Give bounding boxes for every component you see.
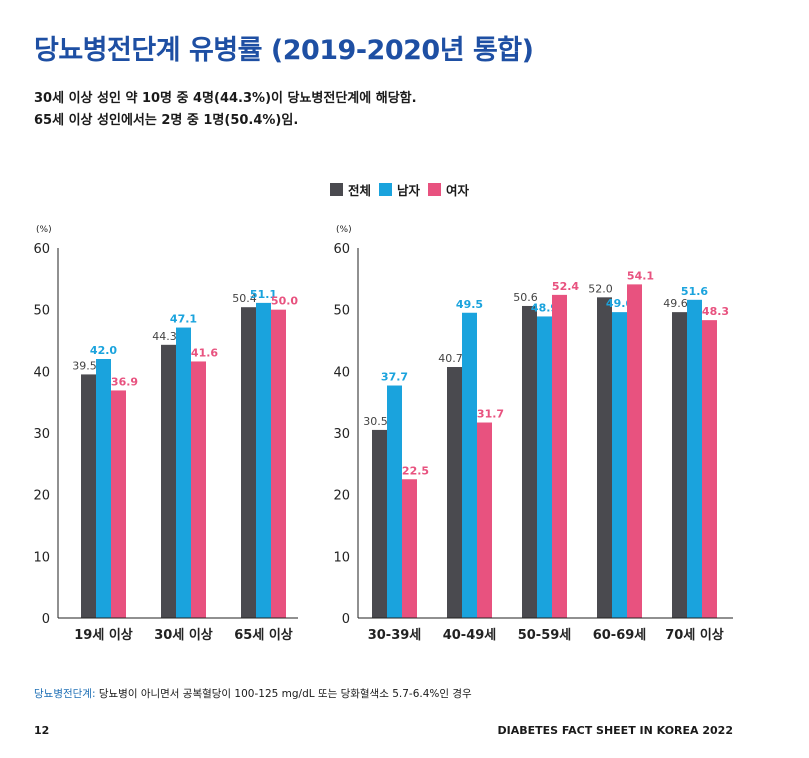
data-label: 47.1 xyxy=(170,313,197,326)
bar xyxy=(627,284,642,618)
page-number: 12 xyxy=(34,724,50,737)
bar-charts: (%) 0 10 20 30 40 50 60 39.5 42.0 36.9 19세 이상 44.3 47… xyxy=(33,225,733,643)
y-tick-label: 0 xyxy=(342,612,350,627)
x-tick-label: 70세 이상 xyxy=(665,627,724,643)
bar xyxy=(176,327,191,618)
bar xyxy=(241,307,256,618)
y-tick-label: 60 xyxy=(33,242,50,257)
bar xyxy=(271,309,286,618)
data-label: 48.9 xyxy=(531,301,558,314)
data-label: 49.6 xyxy=(606,297,633,310)
chart-legend: 전체 남자 여자 xyxy=(330,180,477,199)
x-tick-label: 19세 이상 xyxy=(74,627,133,643)
bar xyxy=(537,316,552,618)
bar xyxy=(191,361,206,618)
bar xyxy=(597,297,612,618)
summary-line-2: 65세 이상 성인에서는 2명 중 1명(50.4%)임. xyxy=(34,113,299,128)
y-axis-unit-label: (%) xyxy=(36,225,52,235)
data-label: 49.6 xyxy=(663,297,688,310)
y-tick-label: 30 xyxy=(33,427,50,442)
bar xyxy=(81,374,96,618)
data-label: 41.6 xyxy=(191,346,218,359)
data-label: 54.1 xyxy=(627,269,654,282)
data-label: 30.5 xyxy=(363,415,388,428)
legend-item-male: 남자 xyxy=(379,180,420,199)
x-tick-label: 65세 이상 xyxy=(234,627,293,643)
y-tick-label: 10 xyxy=(333,550,350,565)
bar xyxy=(462,312,477,618)
y-tick-label: 20 xyxy=(33,489,50,504)
bar xyxy=(522,305,537,618)
data-label: 51.6 xyxy=(681,285,708,298)
data-label: 36.9 xyxy=(111,375,138,388)
y-tick-label: 10 xyxy=(33,550,50,565)
legend-label-total: 전체 xyxy=(348,183,372,198)
bar xyxy=(552,294,567,618)
y-tick-label: 0 xyxy=(42,612,50,627)
footnote: 당뇨병전단계: 당뇨병이 아니면서 공복혈당이 100-125 mg/dL 또는… xyxy=(34,686,472,701)
y-tick-label: 40 xyxy=(333,365,350,380)
x-tick-label: 50-59세 xyxy=(518,628,572,643)
data-label: 52.4 xyxy=(552,280,579,293)
footnote-text: 당뇨병이 아니면서 공복혈당이 100-125 mg/dL 또는 당화혈색소 5… xyxy=(95,688,472,700)
y-tick-label: 50 xyxy=(33,304,50,319)
data-label: 39.5 xyxy=(72,359,97,372)
x-tick-label: 30세 이상 xyxy=(154,627,213,643)
x-tick-label: 30-39세 xyxy=(368,628,422,643)
x-tick-label: 60-69세 xyxy=(593,628,647,643)
data-label: 31.7 xyxy=(477,408,504,421)
data-label: 52.0 xyxy=(588,282,613,295)
bar xyxy=(477,422,492,618)
y-tick-label: 30 xyxy=(333,427,350,442)
legend-swatch-male xyxy=(379,183,393,196)
legend-swatch-total xyxy=(330,183,343,196)
x-tick-label: 40-49세 xyxy=(443,628,497,643)
bar xyxy=(111,390,126,618)
legend-item-total: 전체 xyxy=(330,180,371,199)
data-label: 50.4 xyxy=(232,292,257,305)
page-title: 당뇨병전단계 유병률 (2019-2020년 통합) xyxy=(34,35,534,66)
document-title: DIABETES FACT SHEET IN KOREA 2022 xyxy=(497,724,733,737)
data-label: 50.0 xyxy=(271,295,298,308)
data-label: 44.3 xyxy=(152,330,177,343)
data-label: 40.7 xyxy=(438,352,463,365)
bar xyxy=(256,302,271,618)
bar xyxy=(672,312,687,618)
data-label: 37.7 xyxy=(381,371,408,384)
footnote-term: 당뇨병전단계: xyxy=(34,688,96,700)
bar xyxy=(387,385,402,618)
bar xyxy=(687,299,702,618)
data-label: 22.5 xyxy=(402,464,429,477)
legend-label-male: 남자 xyxy=(397,183,421,198)
data-label: 50.6 xyxy=(513,291,538,304)
legend-item-female: 여자 xyxy=(428,180,469,199)
bar xyxy=(96,359,111,618)
bar xyxy=(447,367,462,618)
y-tick-label: 40 xyxy=(33,365,50,380)
bar xyxy=(402,479,417,618)
bar xyxy=(612,312,627,618)
data-label: 48.3 xyxy=(702,305,729,318)
summary-line-1: 30세 이상 성인 약 10명 중 4명(44.3%)이 당뇨병전단계에 해당함… xyxy=(34,91,417,106)
data-label: 49.5 xyxy=(456,298,483,311)
data-label: 51.1 xyxy=(250,288,277,301)
legend-label-female: 여자 xyxy=(446,183,470,198)
y-tick-label: 20 xyxy=(333,489,350,504)
legend-swatch-female xyxy=(428,183,442,196)
summary-text: 30세 이상 성인 약 10명 중 4명(44.3%)이 당뇨병전단계에 해당함… xyxy=(34,88,417,132)
data-label: 42.0 xyxy=(90,344,117,357)
y-tick-label: 60 xyxy=(333,242,350,257)
y-tick-label: 50 xyxy=(333,304,350,319)
bar xyxy=(702,320,717,618)
bar xyxy=(372,429,387,618)
y-axis-unit-label: (%) xyxy=(336,225,352,235)
bar xyxy=(161,344,176,618)
